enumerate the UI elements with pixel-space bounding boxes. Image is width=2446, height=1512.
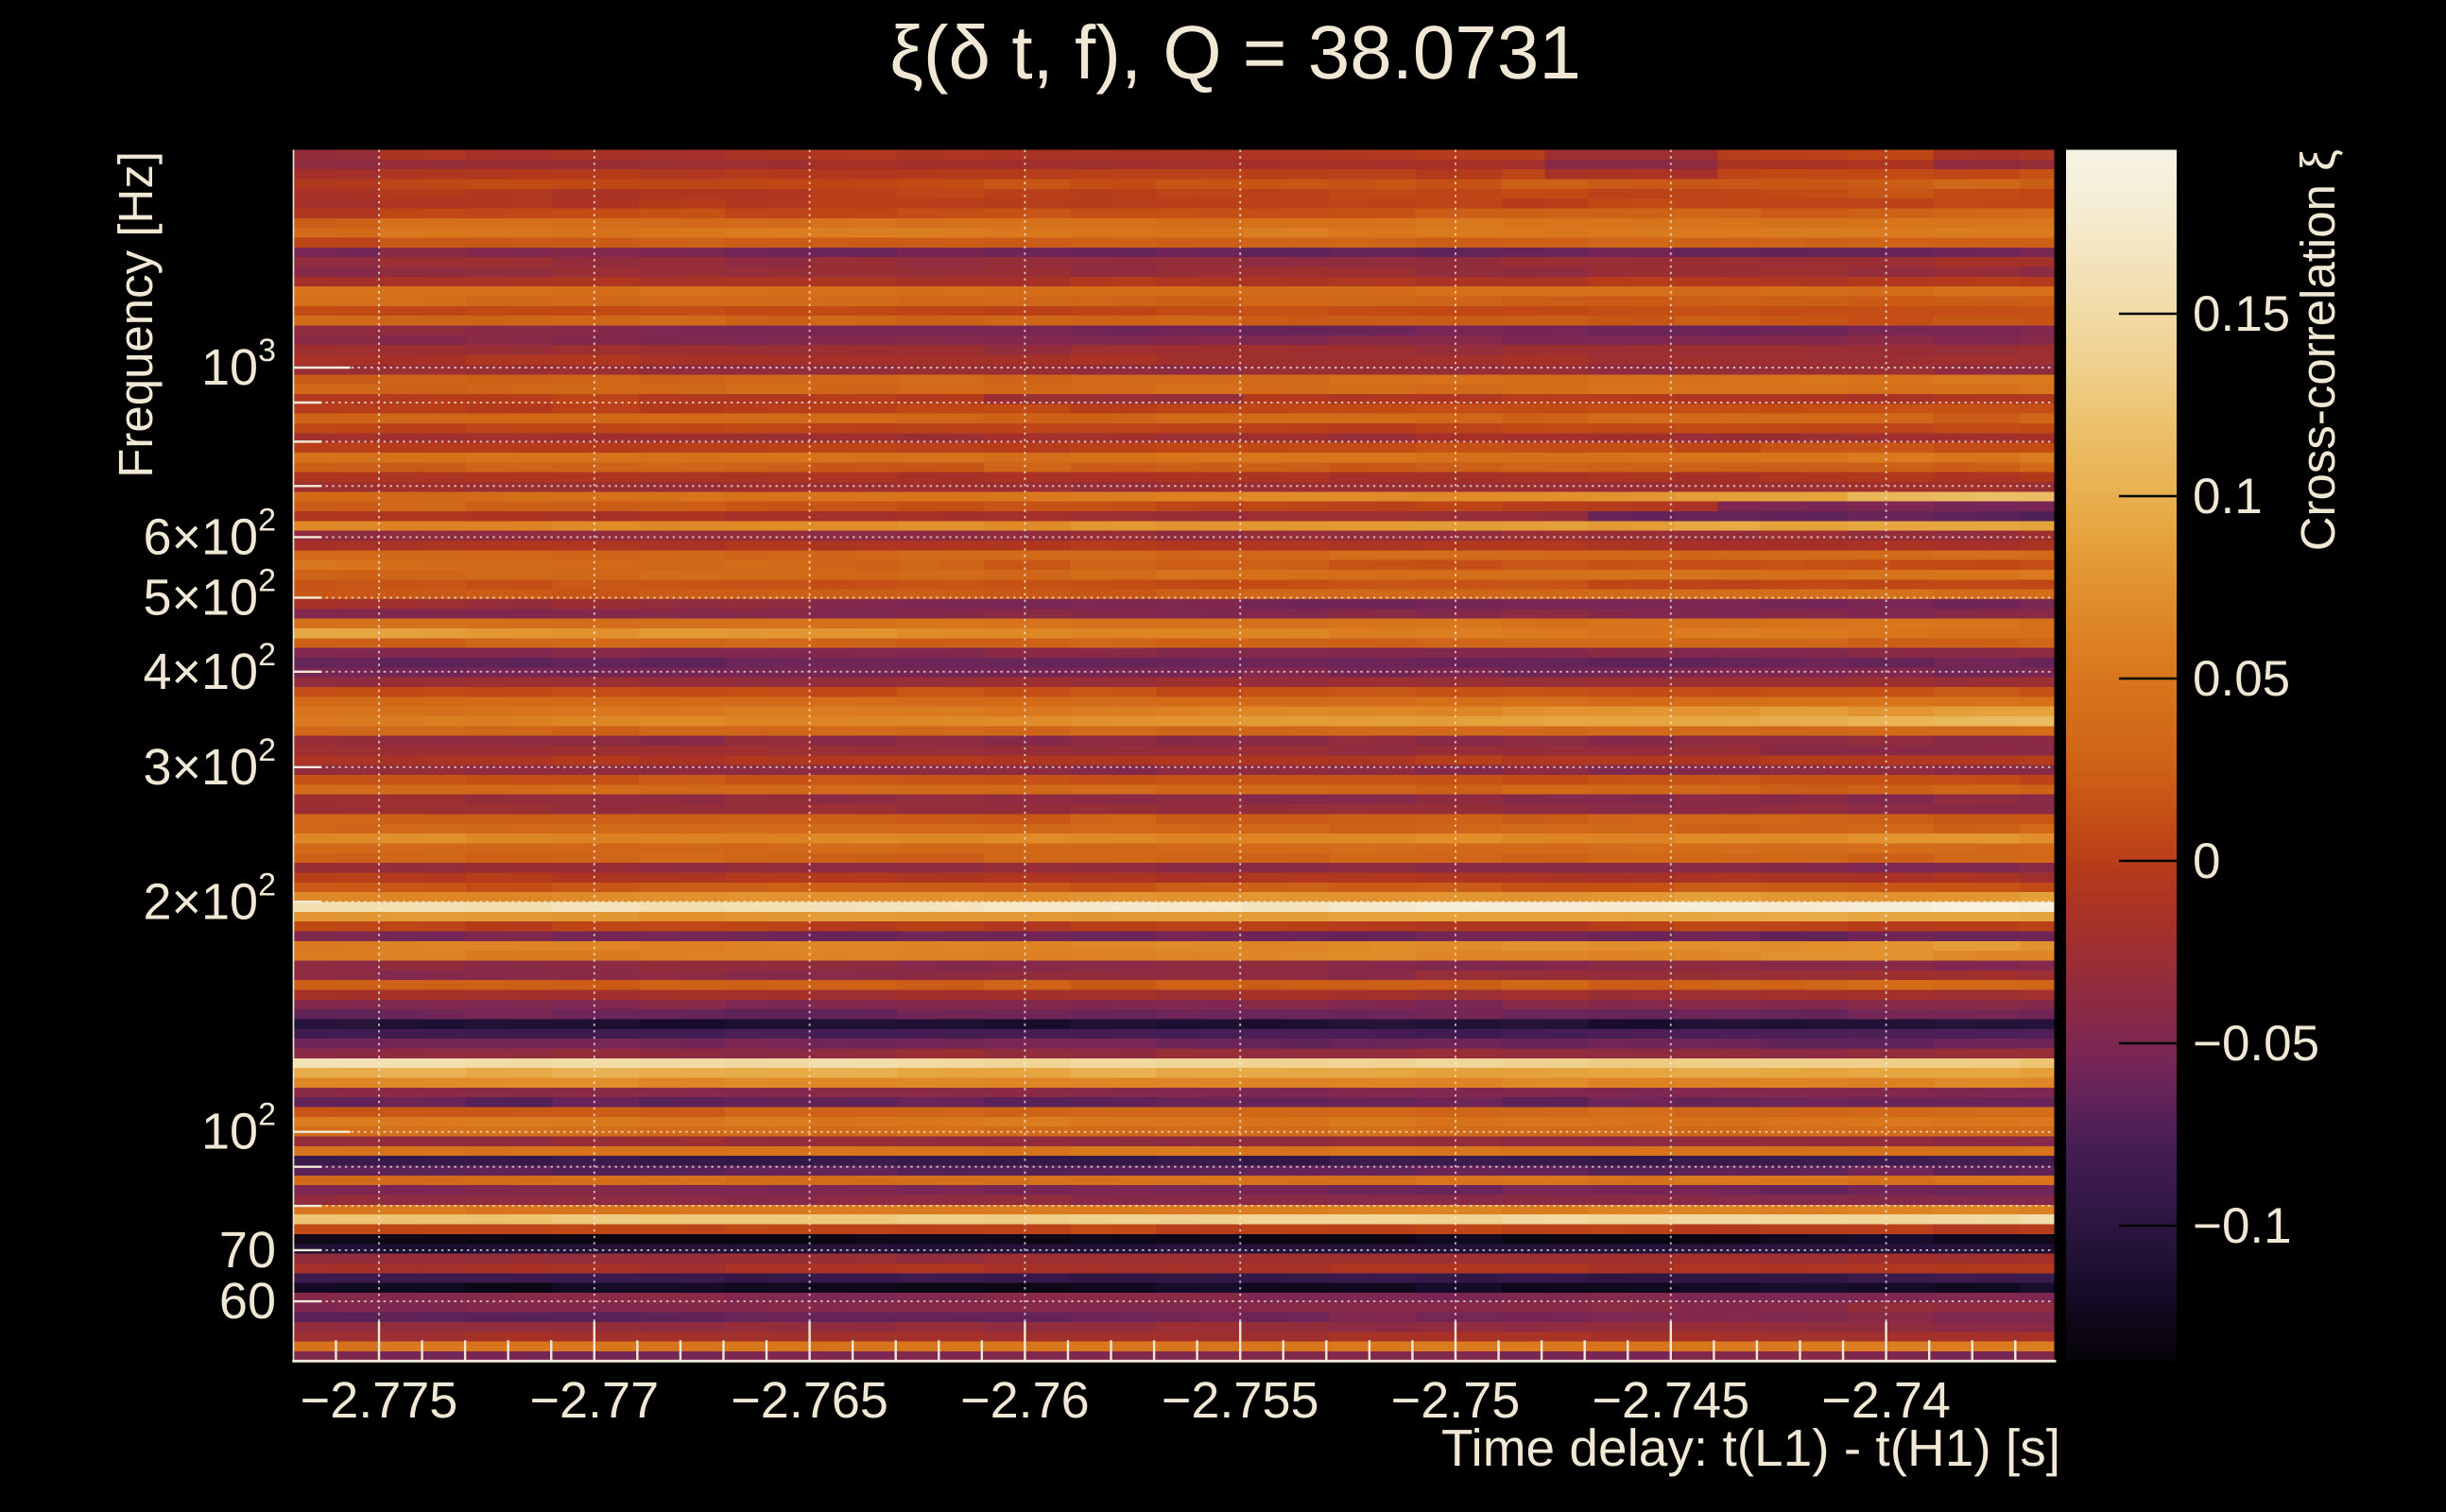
svg-text:−2.745: −2.745 <box>1592 1372 1749 1429</box>
svg-text:Cross-correlation ξ: Cross-correlation ξ <box>2291 149 2345 551</box>
svg-text:−2.76: −2.76 <box>960 1372 1090 1429</box>
svg-text:−2.765: −2.765 <box>731 1372 888 1429</box>
svg-text:6×102: 6×102 <box>143 502 276 565</box>
svg-text:−2.77: −2.77 <box>529 1372 659 1429</box>
svg-text:70: 70 <box>219 1222 276 1279</box>
svg-text:Frequency [Hz]: Frequency [Hz] <box>109 151 163 478</box>
svg-text:4×102: 4×102 <box>143 637 276 700</box>
svg-text:−2.775: −2.775 <box>301 1372 458 1429</box>
svg-text:−0.05: −0.05 <box>2193 1016 2319 1072</box>
svg-text:5×102: 5×102 <box>143 562 276 626</box>
svg-text:60: 60 <box>219 1273 276 1330</box>
svg-text:3×102: 3×102 <box>143 732 276 796</box>
svg-text:0.1: 0.1 <box>2193 469 2263 524</box>
svg-text:−0.1: −0.1 <box>2193 1198 2292 1254</box>
svg-text:−2.755: −2.755 <box>1162 1372 1319 1429</box>
svg-text:−2.74: −2.74 <box>1821 1372 1951 1429</box>
svg-text:Time delay: t(L1) - t(H1) [s]: Time delay: t(L1) - t(H1) [s] <box>1441 1418 2060 1477</box>
svg-text:2×102: 2×102 <box>143 867 276 930</box>
svg-text:102: 102 <box>201 1097 276 1160</box>
svg-text:0: 0 <box>2193 833 2220 889</box>
svg-text:0.05: 0.05 <box>2193 651 2290 707</box>
svg-text:103: 103 <box>201 333 276 396</box>
svg-text:0.15: 0.15 <box>2193 286 2290 342</box>
svg-text:−2.75: −2.75 <box>1391 1372 1521 1429</box>
svg-text:ξ(δ t, f), Q = 38.0731: ξ(δ t, f), Q = 38.0731 <box>889 10 1581 94</box>
